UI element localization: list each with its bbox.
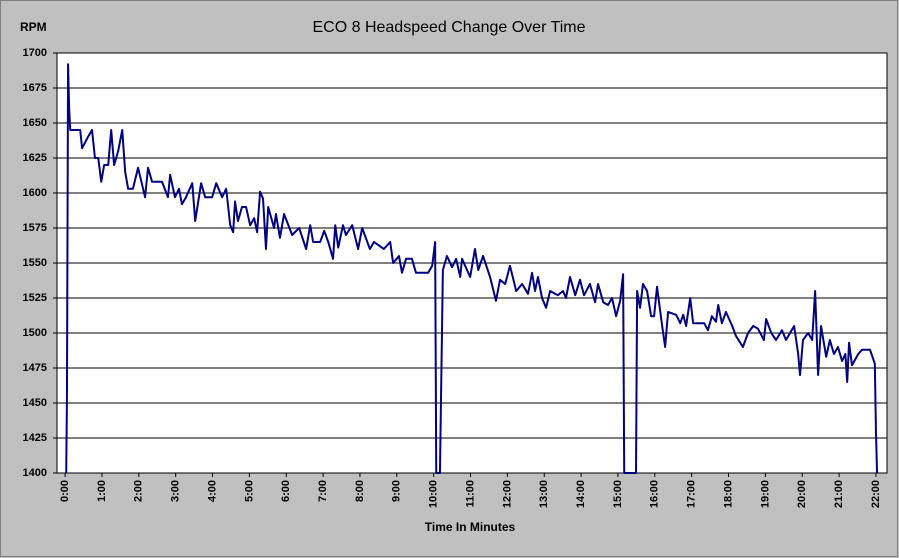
x-tick-label: 10:00 (428, 480, 440, 508)
x-tick-label: 20:00 (796, 480, 808, 508)
x-tick-label: 4:00 (206, 480, 218, 502)
y-tick-label: 1500 (23, 327, 47, 339)
y-tick-label: 1400 (23, 467, 47, 479)
y-axis-label: RPM (20, 20, 47, 34)
y-tick-label: 1700 (23, 47, 47, 59)
y-tick-label: 1600 (23, 187, 47, 199)
x-tick-label: 3:00 (170, 480, 182, 502)
x-tick-label: 21:00 (833, 480, 845, 508)
x-tick-label: 14:00 (575, 480, 587, 508)
x-tick-label: 8:00 (354, 480, 366, 502)
y-tick-label: 1575 (23, 222, 47, 234)
y-tick-label: 1650 (23, 117, 47, 129)
y-tick-label: 1425 (23, 432, 47, 444)
x-tick-label: 19:00 (759, 480, 771, 508)
x-tick-label: 16:00 (649, 480, 661, 508)
y-tick-label: 1525 (23, 292, 47, 304)
x-tick-label: 6:00 (280, 480, 292, 502)
plot-border (56, 52, 888, 474)
x-tick-label: 7:00 (317, 480, 329, 502)
x-tick-label: 18:00 (722, 480, 734, 508)
x-tick-label: 11:00 (464, 480, 476, 508)
x-tick-label: 12:00 (501, 480, 513, 508)
x-tick-label: 5:00 (243, 480, 255, 502)
x-axis-label: Time In Minutes (425, 520, 516, 534)
x-tick-label: 2:00 (133, 480, 145, 502)
x-tick-label: 15:00 (612, 480, 624, 508)
chart-title: ECO 8 Headspeed Change Over Time (312, 19, 585, 36)
x-tick-label: 9:00 (391, 480, 403, 502)
y-tick-label: 1450 (23, 397, 47, 409)
y-tick-label: 1625 (23, 152, 47, 164)
data-line (65, 63, 879, 474)
x-tick-label: 0:00 (59, 480, 71, 502)
x-tick-label: 13:00 (538, 480, 550, 508)
x-tick-label: 17:00 (686, 480, 698, 508)
x-tick-label: 1:00 (96, 480, 108, 502)
y-tick-label: 1550 (23, 257, 47, 269)
y-tick-label: 1475 (23, 362, 47, 374)
y-tick-label: 1675 (23, 82, 47, 94)
x-tick-label: 22:00 (870, 480, 882, 508)
